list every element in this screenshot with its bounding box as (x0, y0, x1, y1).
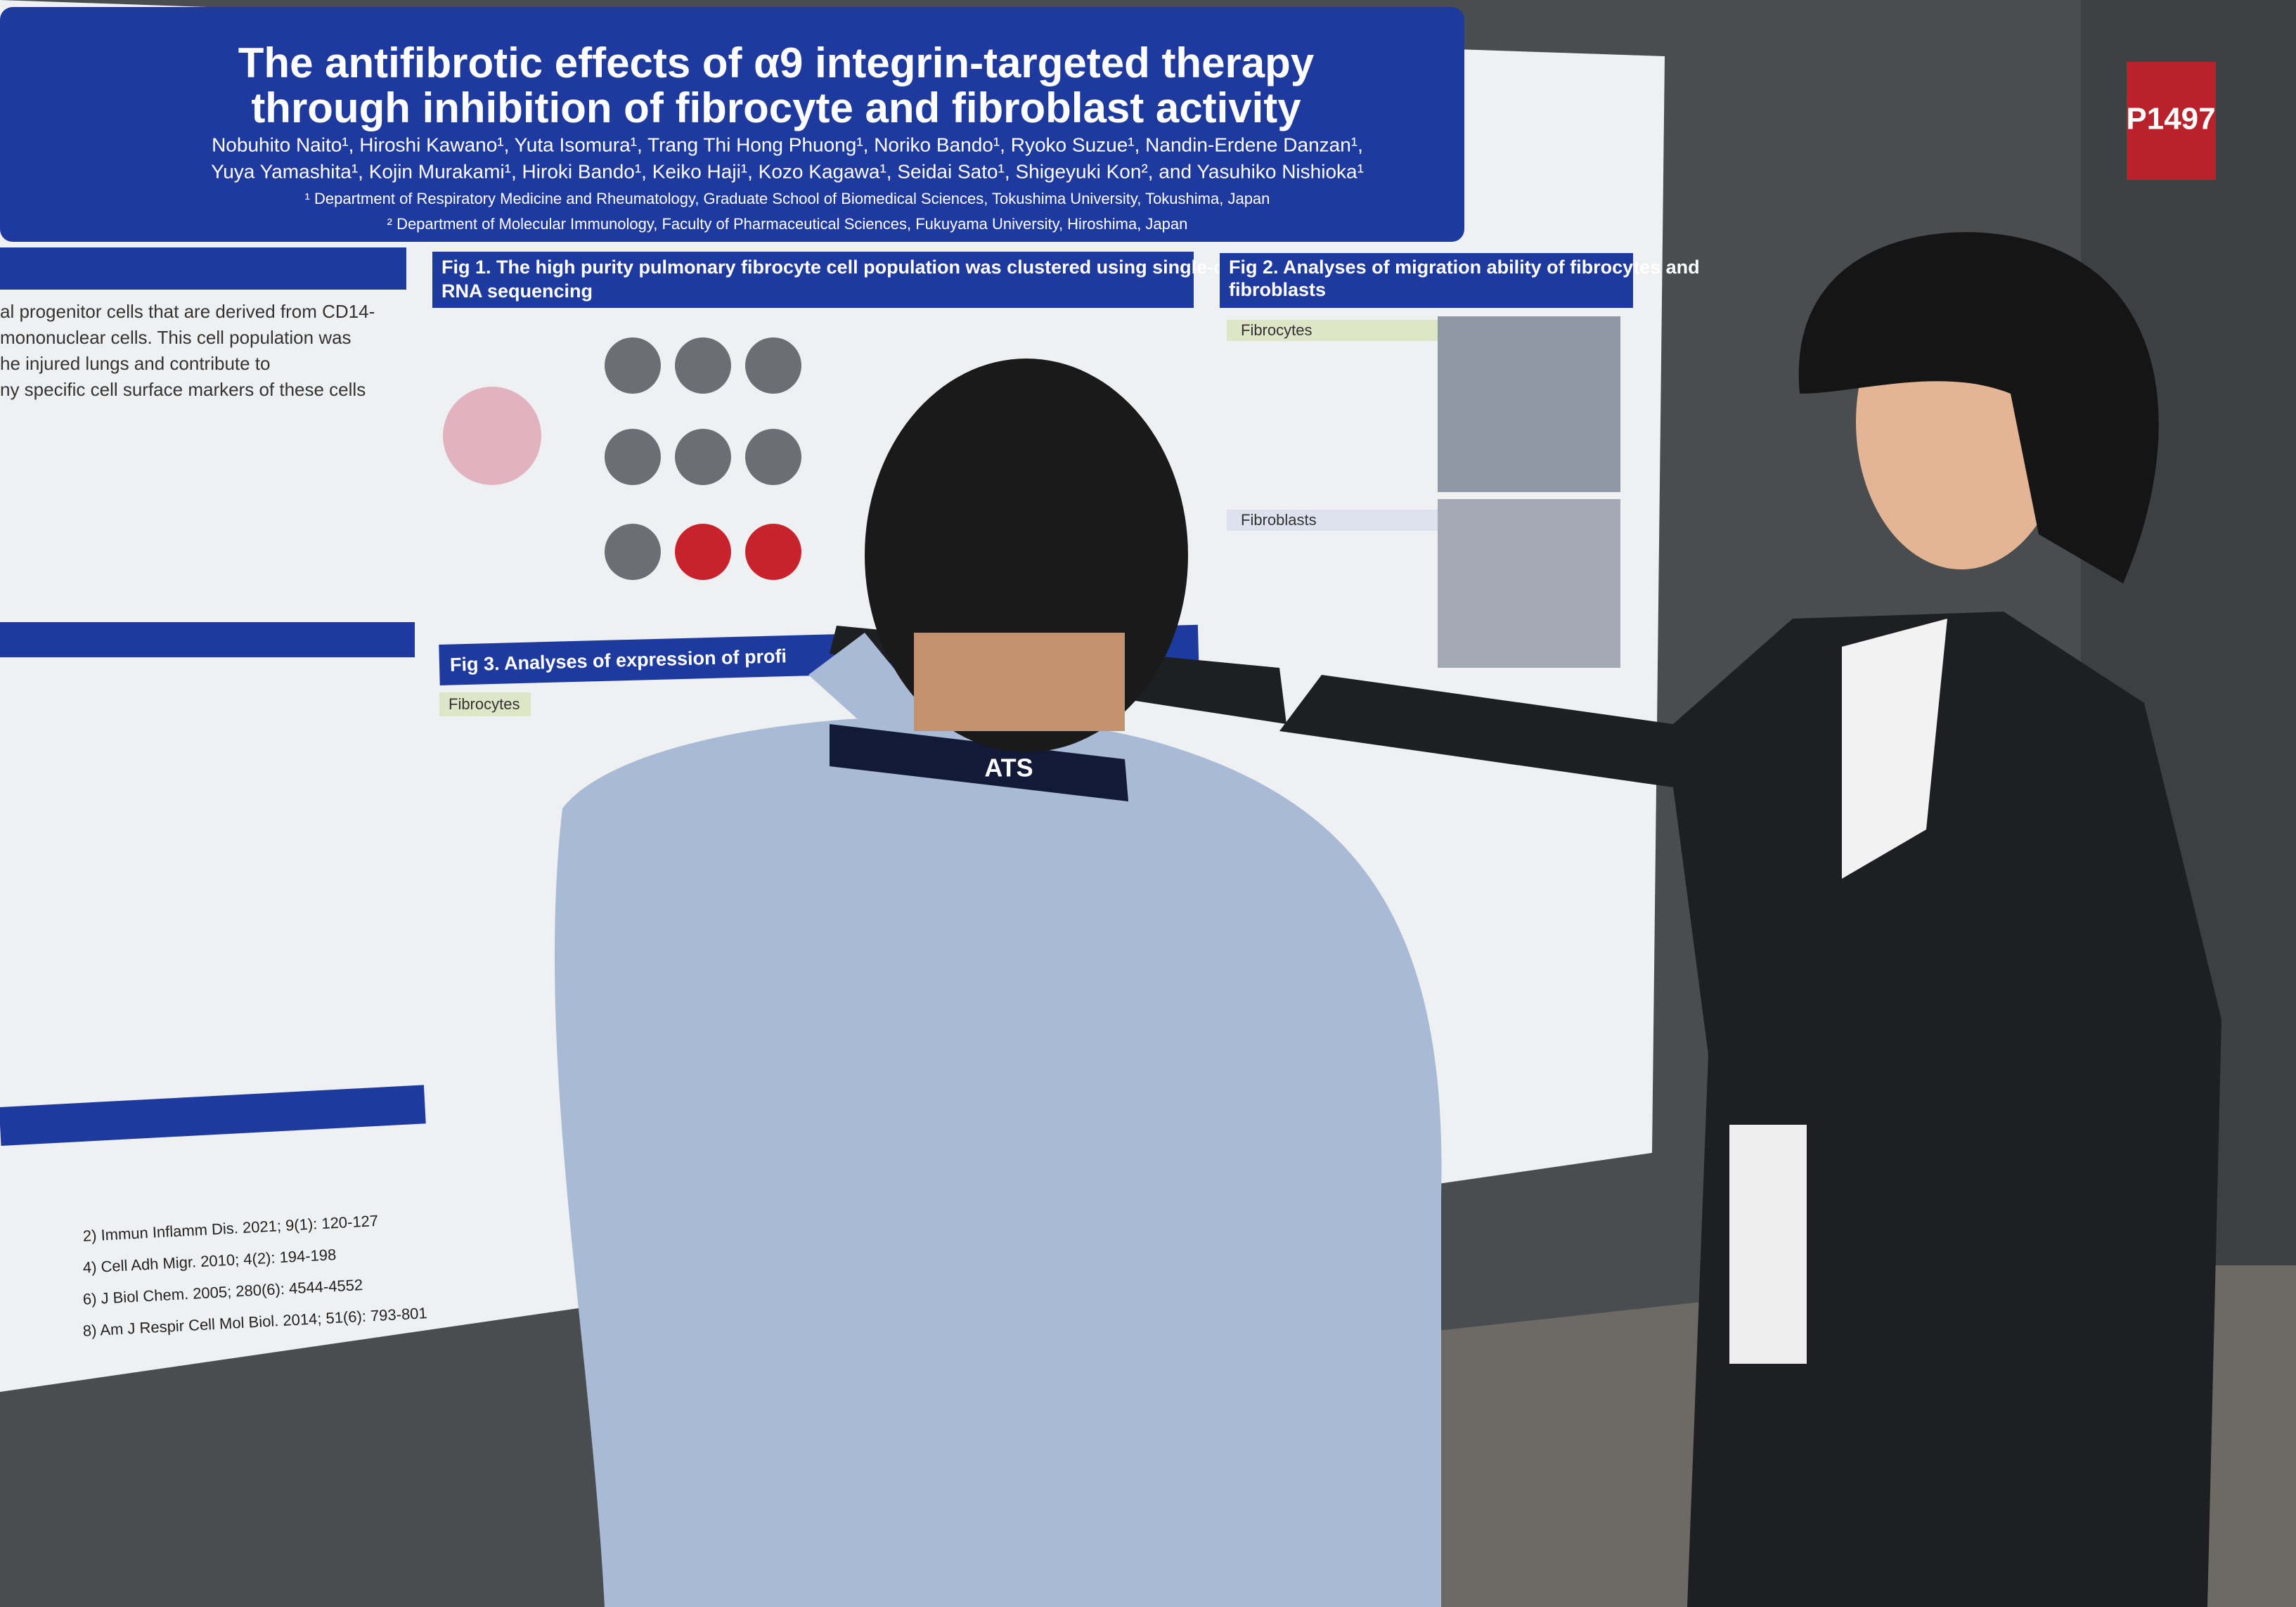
title-banner (0, 7, 1464, 242)
fig-heading: Fig 2. Analyses of migration ability of … (1229, 257, 1700, 278)
section-header (432, 252, 1194, 308)
micrograph (1438, 316, 1620, 492)
intro-text: ny specific cell surface markers of thes… (0, 379, 366, 400)
plot (745, 524, 801, 580)
plot (675, 337, 731, 394)
presenter-suit (1279, 612, 2221, 1607)
fig-heading: fibroblasts (1229, 279, 1326, 300)
plot (745, 337, 801, 394)
micrograph (1438, 499, 1620, 668)
label-box (439, 692, 531, 716)
tsne-plot (443, 387, 541, 485)
booth-number: P1497 (2126, 102, 2215, 136)
section-header (0, 1085, 426, 1146)
fig-heading: RNA sequencing (441, 280, 593, 302)
lanyard (830, 724, 1128, 801)
presenter-hair (1798, 232, 2159, 583)
plot (605, 337, 661, 394)
booth-sign (2127, 62, 2216, 180)
plot (675, 429, 731, 485)
authors: Nobuhito Naito¹, Hiroshi Kawano¹, Yuta I… (212, 134, 1363, 155)
panel-label: Fibrocytes (449, 695, 520, 713)
section-header (0, 622, 415, 657)
section-header (0, 247, 406, 290)
visitor-neck (914, 633, 1125, 731)
lanyard-text: ATS (984, 754, 1033, 782)
visitor-shirt (554, 716, 1442, 1607)
panel-label: Fibroblasts (1241, 511, 1317, 529)
plot (605, 429, 661, 485)
badge (1729, 1125, 1807, 1364)
label-box (1227, 320, 1438, 341)
visitor-arm (808, 633, 928, 738)
fig-heading: Fig 1. The high purity pulmonary fibrocy… (441, 257, 1245, 278)
plot (745, 429, 801, 485)
plot (675, 524, 731, 580)
intro-text: he injured lungs and contribute to (0, 353, 271, 374)
authors: Yuya Yamashita¹, Kojin Murakami¹, Hiroki… (211, 160, 1364, 182)
intro-text: mononuclear cells. This cell population … (0, 327, 352, 348)
cluster-plots (605, 337, 801, 580)
presenter-collar (1842, 619, 1947, 879)
title-line: through inhibition of fibrocyte and fibr… (251, 84, 1301, 131)
label-box (1227, 510, 1438, 531)
panel-label: Fibrocytes (1241, 321, 1312, 339)
title-line: The antifibrotic effects of α9 integrin-… (238, 39, 1315, 86)
section-header (1220, 253, 1633, 308)
affiliation: ¹ Department of Respiratory Medicine and… (305, 190, 1270, 207)
affiliation: ² Department of Molecular Immunology, Fa… (387, 215, 1188, 233)
intro-text: al progenitor cells that are derived fro… (0, 301, 375, 322)
plot (605, 524, 661, 580)
